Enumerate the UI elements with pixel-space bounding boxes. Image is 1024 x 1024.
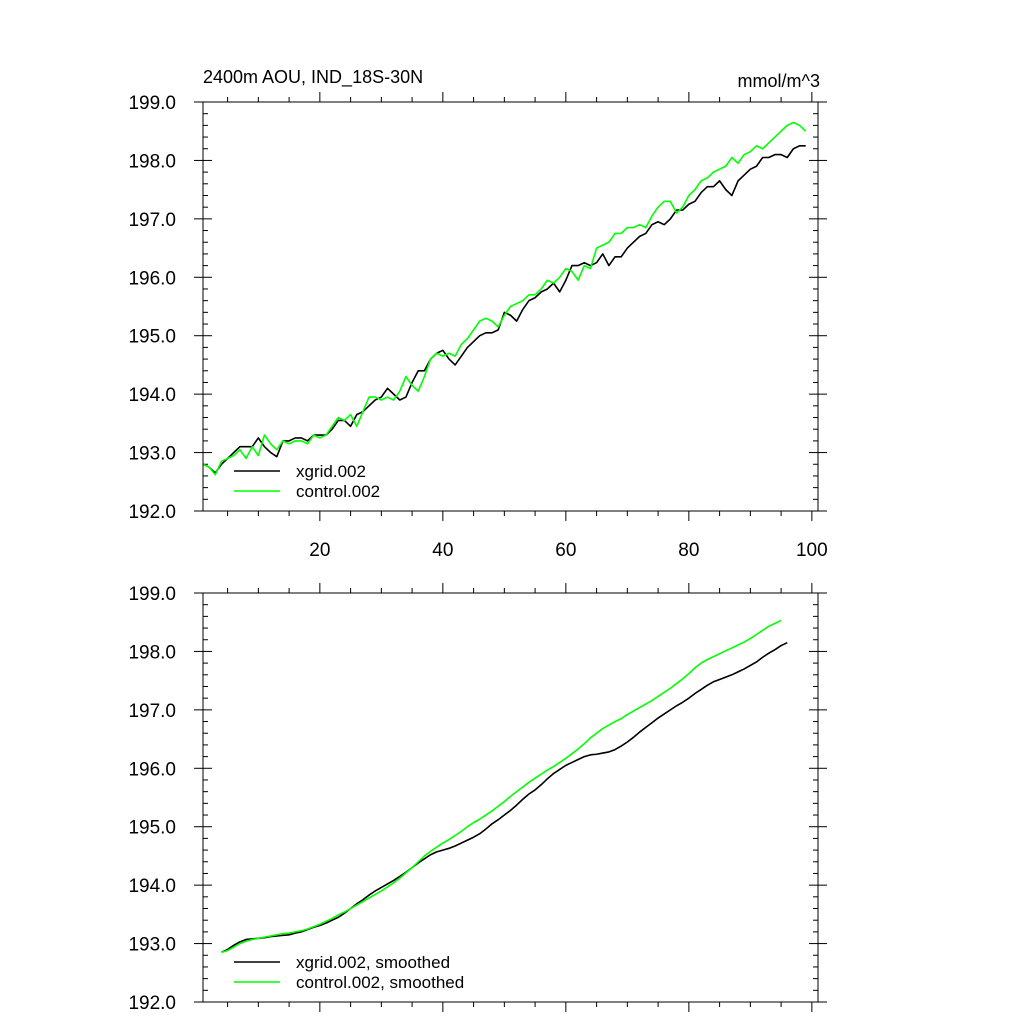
top-y-tick-label: 197.0: [128, 210, 176, 231]
top-y-tick-label: 192.0: [128, 502, 176, 523]
bottom-legend: xgrid.002, smoothed control.002, smoothe…: [234, 953, 464, 992]
bottom-y-tick-label: 193.0: [128, 935, 176, 956]
top-x-tick-label: 100: [796, 540, 828, 561]
bottom-series-line-control-002-smoothed: [221, 619, 782, 954]
legend-label-control-smoothed: control.002, smoothed: [296, 973, 464, 992]
top-y-tick-label: 196.0: [128, 268, 176, 289]
bottom-tick-labels: 192.0 193.0 194.0 195.0 196.0 197.0 198.0 199.0: [128, 584, 176, 1014]
bottom-y-tick-label: 197.0: [128, 701, 176, 722]
bottom-series-line-xgrid-002-smoothed: [221, 641, 788, 954]
top-x-tick-label: 80: [678, 540, 699, 561]
bottom-y-tick-label: 192.0: [128, 993, 176, 1014]
units-label: mmol/m^3: [738, 71, 820, 91]
top-y-tick-label: 193.0: [128, 444, 176, 465]
bottom-y-tick-label: 194.0: [128, 876, 176, 897]
top-plot-frame: [202, 101, 819, 512]
top-ticks: [194, 92, 827, 521]
top-y-tick-label: 194.0: [128, 385, 176, 406]
bottom-y-tick-label: 198.0: [128, 642, 176, 663]
bottom-panel: 192.0 193.0 194.0 195.0 196.0 197.0 198.0 199.0…: [128, 583, 827, 1014]
top-legend: xgrid.002 control.002: [234, 462, 380, 501]
bottom-y-tick-label: 195.0: [128, 818, 176, 839]
top-series: [202, 121, 807, 476]
bottom-series: [221, 619, 788, 954]
top-y-tick-label: 199.0: [128, 93, 176, 114]
bottom-plot-frame: [202, 592, 819, 1003]
top-y-tick-label: 195.0: [128, 327, 176, 348]
bottom-ticks: [194, 583, 827, 1012]
legend-label-xgrid: xgrid.002: [296, 462, 366, 481]
bottom-y-tick-label: 196.0: [128, 759, 176, 780]
bottom-y-tick-label: 199.0: [128, 584, 176, 605]
top-x-tick-label: 40: [432, 540, 453, 561]
legend-label-xgrid-smoothed: xgrid.002, smoothed: [296, 953, 450, 972]
top-panel: 2400m AOU, IND_18S-30N mmol/m^3 192.0 193…: [128, 67, 827, 561]
top-series-line-xgrid-002: [202, 145, 806, 474]
top-x-tick-label: 20: [309, 540, 330, 561]
top-tick-labels: 192.0 193.0 194.0 195.0 196.0 197.0 198.0 199.0…: [128, 93, 827, 561]
top-y-tick-label: 198.0: [128, 151, 176, 172]
legend-label-control: control.002: [296, 482, 380, 501]
top-x-tick-label: 60: [555, 540, 576, 561]
chart-title: 2400m AOU, IND_18S-30N: [203, 67, 423, 88]
top-series-line-control-002: [202, 121, 807, 476]
